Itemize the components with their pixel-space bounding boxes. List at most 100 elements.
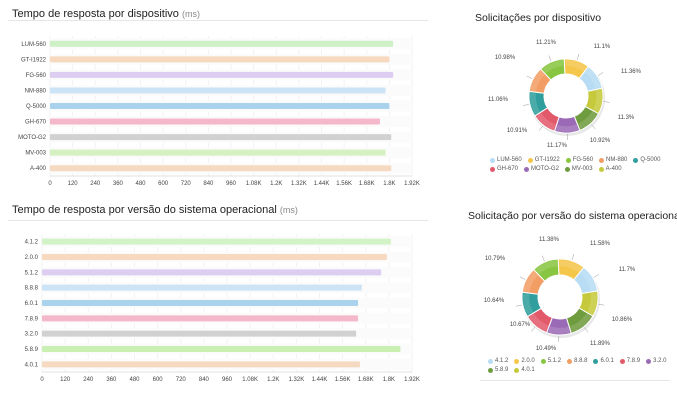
legend-item[interactable]: FG-560 — [565, 157, 593, 163]
donut-leader-line — [530, 326, 536, 332]
bar-3.2.0 — [42, 330, 357, 337]
donut-hole — [538, 275, 582, 319]
legend-label: 4.1.2 — [495, 358, 509, 364]
legend-swatch — [593, 358, 599, 364]
donut-device-title: Solicitações por dispositivo — [475, 12, 602, 24]
legend-item[interactable]: GH-670 — [490, 166, 518, 172]
x-tick-label: 240 — [83, 377, 94, 383]
x-tick-label: 960 — [222, 377, 233, 383]
donut-value-label: 11.17% — [547, 143, 568, 149]
legend-item[interactable]: GT-I1922 — [527, 157, 560, 163]
donut-leader-line — [576, 53, 580, 60]
x-tick-label: 120 — [68, 181, 79, 187]
donut-leader-line — [538, 125, 543, 131]
bar-5.1.2 — [42, 269, 382, 276]
donut-slice-highlight — [587, 292, 597, 315]
legend-item[interactable]: MV-003 — [564, 166, 593, 172]
x-tick-label: 0 — [48, 181, 52, 187]
legend-label: LUM-560 — [497, 157, 522, 163]
bar-5.8.9 — [42, 346, 401, 352]
legend-label: 5.8.9 — [495, 367, 509, 373]
legend-swatch — [490, 157, 495, 163]
legend-item[interactable]: NM-880 — [599, 157, 627, 163]
donut-slice-highlight — [592, 89, 602, 113]
x-tick-label: 1.2K — [267, 377, 279, 383]
donut-value-label: 10.49% — [536, 346, 557, 352]
donut-slice-highlight — [580, 268, 597, 292]
donut-slice-highlight — [542, 60, 564, 74]
donut-value-label: 11.89% — [590, 341, 611, 347]
x-tick-label: 840 — [203, 181, 214, 187]
bar-category-label: 4.1.2 — [25, 240, 39, 246]
donut-leader-line — [591, 124, 596, 130]
legend-swatch — [619, 358, 625, 364]
legend-item[interactable]: 5.1.2 — [540, 358, 562, 364]
legend-swatch — [564, 166, 570, 172]
legend-item[interactable]: 2.0.0 — [514, 358, 535, 364]
donut-slice-highlight — [530, 92, 541, 115]
bar-lum-560 — [50, 40, 394, 47]
x-tick-label: 1.32K — [291, 181, 307, 187]
legend-swatch — [599, 157, 605, 163]
donut-value-label: 11.1% — [594, 44, 611, 50]
bar-chart-device-divider — [8, 20, 428, 21]
bar-category-label: 2.0.0 — [25, 255, 39, 261]
bar-category-label: A-400 — [30, 166, 47, 172]
donut-value-label: 11.58% — [590, 241, 611, 247]
x-tick-label: 1.92K — [404, 377, 420, 383]
legend-label: NM-880 — [606, 157, 628, 163]
donut-value-label: 11.06% — [488, 97, 509, 103]
x-tick-label: 960 — [226, 181, 237, 187]
x-tick-label: 1.08K — [242, 377, 258, 383]
x-tick-label: 360 — [106, 377, 117, 383]
legend-item[interactable]: 5.8.9 — [488, 367, 508, 373]
bar-chart-device-panel: Tempo de resposta por dispositivo (ms) L… — [0, 0, 430, 200]
x-tick-label: 720 — [181, 181, 192, 187]
legend-item[interactable]: Q-5000 — [633, 157, 660, 163]
bar-chart-device-title: Tempo de resposta por dispositivo (ms) — [12, 8, 200, 20]
legend-label: GT-I1922 — [534, 157, 560, 163]
legend-item[interactable]: 4.1.2 — [488, 358, 508, 364]
legend-item[interactable]: 4.0.1 — [514, 367, 535, 373]
donut-leader-line — [571, 254, 575, 260]
legend-item[interactable]: MOTO-G2 — [524, 166, 559, 172]
donut-value-label: 11.3% — [618, 115, 635, 121]
donut-slice-highlight — [578, 111, 598, 129]
legend-item[interactable]: 7.8.9 — [619, 358, 641, 364]
legend-label: 4.0.1 — [521, 367, 535, 373]
bar-6.0.1 — [42, 300, 359, 306]
donut-slice-highlight — [530, 70, 545, 92]
x-tick-label: 0 — [40, 377, 44, 383]
donut-slice-highlight — [535, 260, 558, 275]
x-tick-label: 600 — [158, 181, 169, 187]
donut-leader-line — [515, 304, 522, 307]
bar-category-label: 5.8.9 — [25, 347, 39, 353]
legend-item[interactable]: 6.0.1 — [593, 358, 614, 364]
donut-value-label: 11.21% — [536, 40, 557, 46]
bar-category-label: 6.0.1 — [25, 301, 39, 307]
legend-label: MOTO-G2 — [531, 166, 559, 172]
bar-category-label: FG-560 — [26, 73, 47, 79]
donut-os-divider — [480, 380, 670, 381]
legend-label: 7.8.9 — [626, 358, 641, 364]
legend-item[interactable]: LUM-560 — [490, 157, 522, 163]
bar-chart-os-title: Tempo de resposta por versão do sistema … — [12, 204, 298, 216]
bar-chart-os-panel: Tempo de resposta por versão do sistema … — [0, 200, 430, 400]
legend-label: 5.1.2 — [547, 358, 562, 364]
legend-label: Q-5000 — [640, 157, 661, 163]
legend-swatch — [488, 358, 493, 364]
legend-item[interactable]: 3.2.0 — [646, 358, 667, 364]
legend-label: GH-670 — [497, 166, 519, 172]
x-tick-label: 480 — [129, 377, 140, 383]
donut-slice-highlight — [565, 59, 587, 72]
donut-hole — [544, 74, 588, 118]
donut-value-label: 10.79% — [485, 256, 506, 262]
donut-value-label: 10.91% — [507, 128, 528, 134]
donut-slice-highlight — [555, 124, 579, 132]
legend-item[interactable]: 8.8.8 — [567, 358, 587, 364]
x-tick-label: 1.56K — [335, 377, 351, 383]
legend-label: 6.0.1 — [600, 358, 614, 364]
bar-category-label: GT-I1922 — [21, 57, 47, 63]
legend-item[interactable]: A-400 — [598, 166, 622, 172]
donut-slice-highlight — [548, 326, 570, 334]
